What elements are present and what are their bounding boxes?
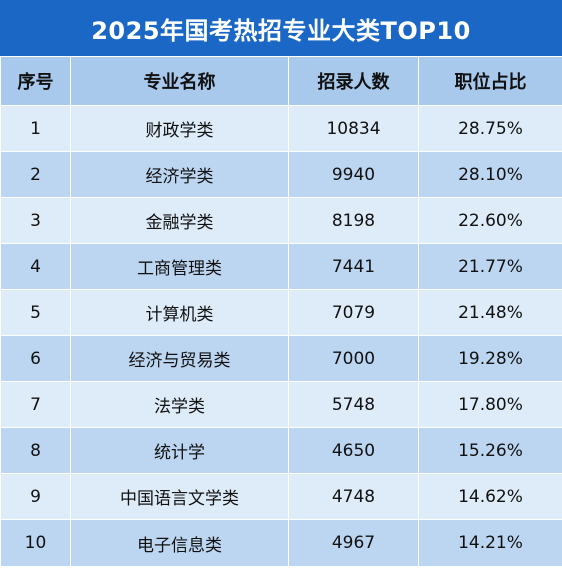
cell-major: 财政学类 bbox=[70, 105, 289, 152]
cell-index: 5 bbox=[0, 289, 71, 336]
cell-index: 6 bbox=[0, 335, 71, 382]
cell-share: 14.62% bbox=[418, 473, 562, 520]
table-row: 2 经济学类 9940 28.10% bbox=[0, 151, 562, 198]
cell-share: 22.60% bbox=[418, 197, 562, 244]
cell-share: 17.80% bbox=[418, 381, 562, 428]
cell-major: 工商管理类 bbox=[70, 243, 289, 290]
cell-recruits: 8198 bbox=[288, 197, 419, 244]
cell-share: 21.48% bbox=[418, 289, 562, 336]
cell-major: 中国语言文学类 bbox=[70, 473, 289, 520]
cell-recruits: 7079 bbox=[288, 289, 419, 336]
cell-index: 10 bbox=[0, 519, 71, 567]
cell-recruits: 9940 bbox=[288, 151, 419, 198]
cell-recruits: 4748 bbox=[288, 473, 419, 520]
cell-share: 21.77% bbox=[418, 243, 562, 290]
cell-recruits: 10834 bbox=[288, 105, 419, 152]
table-row: 4 工商管理类 7441 21.77% bbox=[0, 243, 562, 290]
cell-recruits: 4650 bbox=[288, 427, 419, 474]
cell-recruits: 4967 bbox=[288, 519, 419, 567]
table-row: 3 金融学类 8198 22.60% bbox=[0, 197, 562, 244]
table-row: 8 统计学 4650 15.26% bbox=[0, 427, 562, 474]
table-row: 6 经济与贸易类 7000 19.28% bbox=[0, 335, 562, 382]
header-row: 序号 专业名称 招录人数 职位占比 bbox=[0, 56, 562, 106]
cell-recruits: 7000 bbox=[288, 335, 419, 382]
cell-major: 经济与贸易类 bbox=[70, 335, 289, 382]
cell-index: 2 bbox=[0, 151, 71, 198]
table-row: 7 法学类 5748 17.80% bbox=[0, 381, 562, 428]
header-recruits: 招录人数 bbox=[288, 56, 419, 106]
cell-index: 9 bbox=[0, 473, 71, 520]
cell-major: 金融学类 bbox=[70, 197, 289, 244]
cell-major: 经济学类 bbox=[70, 151, 289, 198]
cell-index: 8 bbox=[0, 427, 71, 474]
table-row: 9 中国语言文学类 4748 14.62% bbox=[0, 473, 562, 520]
cell-share: 15.26% bbox=[418, 427, 562, 474]
cell-share: 14.21% bbox=[418, 519, 562, 567]
cell-major: 计算机类 bbox=[70, 289, 289, 336]
cell-recruits: 7441 bbox=[288, 243, 419, 290]
table-row: 1 财政学类 10834 28.75% bbox=[0, 105, 562, 152]
page-title: 2025年国考热招专业大类TOP10 bbox=[91, 16, 471, 45]
title-bar: 2025年国考热招专业大类TOP10 bbox=[0, 0, 562, 56]
cell-major: 法学类 bbox=[70, 381, 289, 428]
header-share: 职位占比 bbox=[418, 56, 562, 106]
cell-share: 28.10% bbox=[418, 151, 562, 198]
cell-index: 4 bbox=[0, 243, 71, 290]
header-major: 专业名称 bbox=[70, 56, 289, 106]
cell-recruits: 5748 bbox=[288, 381, 419, 428]
cell-share: 19.28% bbox=[418, 335, 562, 382]
cell-major: 统计学 bbox=[70, 427, 289, 474]
cell-index: 1 bbox=[0, 105, 71, 152]
header-index: 序号 bbox=[0, 56, 71, 106]
cell-major: 电子信息类 bbox=[70, 519, 289, 567]
table-row: 5 计算机类 7079 21.48% bbox=[0, 289, 562, 336]
cell-index: 3 bbox=[0, 197, 71, 244]
data-table: 序号 专业名称 招录人数 职位占比 1 财政学类 10834 28.75% 2 … bbox=[0, 56, 562, 567]
table-row: 10 电子信息类 4967 14.21% bbox=[0, 519, 562, 567]
cell-index: 7 bbox=[0, 381, 71, 428]
cell-share: 28.75% bbox=[418, 105, 562, 152]
